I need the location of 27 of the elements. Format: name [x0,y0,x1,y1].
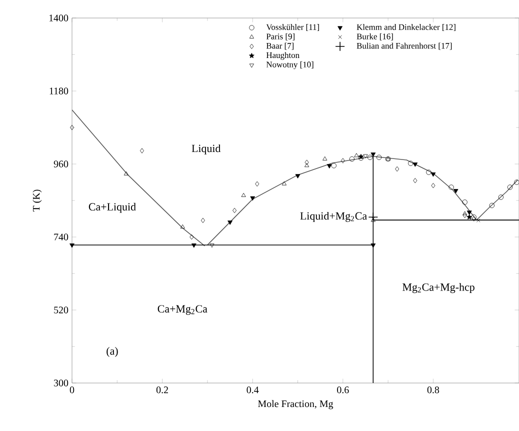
x-tick-label: 0.4 [246,386,259,394]
x-tick-label: 0.6 [337,386,349,394]
x-axis-title: Mole Fraction, Mg [258,400,334,410]
annotation: Liquid [192,144,221,154]
legend-label: Nowotny [10] [266,61,314,70]
legend-label: Burke [16] [356,33,393,40]
y-axis-title: T (K) [32,190,42,212]
annotation: Mg$_{2}$Ca+Mg-hcp [402,283,474,294]
y-tick-label: 960 [54,160,68,168]
y-tick-label: 740 [54,234,68,240]
x-tick-label: 0 [70,386,74,394]
y-tick-label: 300 [54,380,68,386]
annotation: (a) [106,347,118,357]
legend-label: Klemm and Dinkelacker [12] [356,24,456,32]
y-tick-label: 520 [54,306,68,314]
legend-label: Paris [9] [266,33,294,40]
x-tick-label: 0.8 [427,386,440,394]
annotation: Ca+Liquid [88,202,136,213]
legend-label: Bulian and Fahrenhorst [17] [356,42,452,50]
annotation: Liquid+Mg$_{2}$Ca [300,212,367,222]
legend-label: Baar [7] [266,42,294,50]
x-tick-label: 0.2 [156,386,168,394]
y-tick-label: 1400 [49,14,68,22]
legend-label: Haughton [266,52,300,60]
legend-label: Vosskühler [11] [266,24,319,32]
y-tick-label: 1180 [50,88,68,94]
annotation: Ca+Mg$_{2}$Ca [158,305,208,315]
